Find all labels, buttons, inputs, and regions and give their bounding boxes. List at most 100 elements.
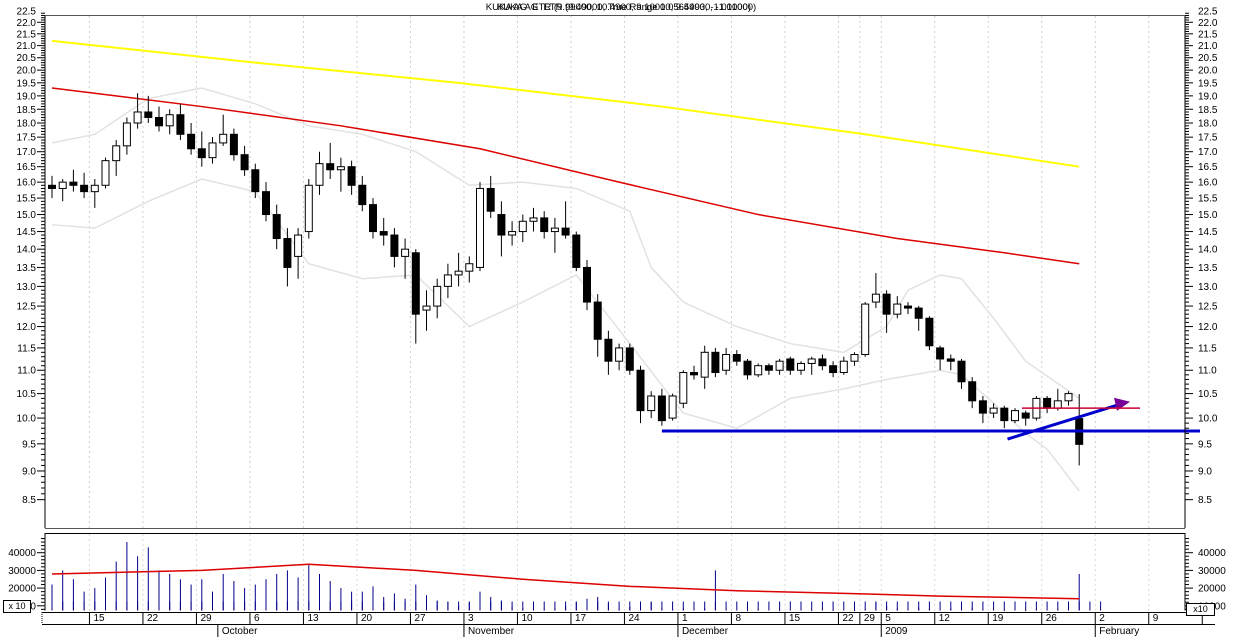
svg-text:10.0: 10.0 (1198, 414, 1218, 425)
svg-text:9.5: 9.5 (22, 439, 36, 450)
svg-text:February: February (1099, 626, 1139, 637)
svg-text:19.5: 19.5 (1198, 78, 1218, 89)
svg-text:21.0: 21.0 (1198, 41, 1218, 52)
svg-text:18.5: 18.5 (1198, 105, 1218, 116)
svg-text:October: October (222, 626, 258, 637)
svg-text:24: 24 (628, 613, 640, 624)
svg-text:12.0: 12.0 (17, 322, 37, 333)
svg-text:18.0: 18.0 (17, 119, 37, 130)
svg-text:15: 15 (93, 613, 105, 624)
svg-text:9.0: 9.0 (22, 466, 36, 477)
svg-text:18.5: 18.5 (17, 105, 37, 116)
svg-text:10.0: 10.0 (17, 414, 37, 425)
red-ma-line (51, 87, 1080, 265)
svg-text:17.0: 17.0 (17, 147, 37, 158)
svg-text:15.5: 15.5 (1198, 194, 1218, 205)
svg-text:20000: 20000 (8, 584, 36, 595)
svg-text:2: 2 (1099, 613, 1105, 624)
svg-text:13.0: 13.0 (17, 282, 37, 293)
svg-text:21.0: 21.0 (17, 41, 37, 52)
svg-text:20: 20 (361, 613, 373, 624)
svg-text:29: 29 (864, 613, 876, 624)
daily-date-ticks (51, 601, 1102, 611)
svg-text:19.5: 19.5 (17, 78, 37, 89)
svg-text:18.0: 18.0 (1198, 119, 1218, 130)
svg-text:40000: 40000 (8, 548, 36, 559)
svg-text:22.5: 22.5 (17, 7, 37, 18)
chart-title-line1: KUKA AG ETR (9.99000, 10.4900, 9.10000, … (485, 2, 757, 13)
svg-text:16.0: 16.0 (1198, 178, 1218, 189)
svg-text:12: 12 (939, 613, 951, 624)
svg-text:10.5: 10.5 (1198, 389, 1218, 400)
chart-title-line2: KUKA AG ETR (9.49000, True Range 1.05654… (496, 2, 752, 13)
svg-text:30000: 30000 (8, 566, 36, 577)
svg-text:22.5: 22.5 (1198, 7, 1218, 18)
svg-text:15.0: 15.0 (1198, 210, 1218, 221)
volume-bars (51, 542, 1080, 612)
svg-text:14.0: 14.0 (17, 245, 37, 256)
svg-text:2009: 2009 (885, 626, 908, 637)
svg-text:December: December (682, 626, 729, 637)
week-label-row: 15 22 29 6 13 20 27 3 10 17 24 1 8 15 22 29 5 12 19 26 2 9 (41, 612, 1203, 624)
svg-text:9.5: 9.5 (1198, 439, 1212, 450)
bollinger-upper-band (51, 87, 1080, 400)
svg-text:10: 10 (521, 613, 533, 624)
volume-multiplier-left: x 10 (3, 600, 31, 613)
svg-text:19: 19 (992, 613, 1004, 624)
candlesticks (48, 93, 1084, 466)
svg-text:8.5: 8.5 (1198, 495, 1212, 506)
svg-text:20.5: 20.5 (17, 53, 37, 64)
svg-text:16.0: 16.0 (17, 178, 37, 189)
svg-text:15.5: 15.5 (17, 194, 37, 205)
svg-text:9: 9 (1153, 613, 1159, 624)
yellow-ma-line (51, 39, 1080, 168)
svg-text:40000: 40000 (1198, 548, 1226, 559)
month-label-row: October November December 2009 February (217, 624, 1139, 637)
svg-text:12.0: 12.0 (1198, 322, 1218, 333)
svg-text:11.0: 11.0 (17, 366, 36, 377)
volume-ma-line (51, 563, 1080, 600)
svg-text:20000: 20000 (1198, 584, 1226, 595)
svg-text:20.0: 20.0 (1198, 66, 1218, 77)
svg-text:13.0: 13.0 (1198, 282, 1218, 293)
weekly-gridlines (88, 16, 1150, 611)
svg-text:3: 3 (468, 613, 474, 624)
svg-text:22: 22 (842, 613, 854, 624)
svg-text:13.5: 13.5 (1198, 263, 1218, 274)
svg-text:5: 5 (885, 613, 891, 624)
svg-text:22.0: 22.0 (17, 18, 37, 29)
price-axis: 22.5 22.522.0 22.021.5 21.521.0 21.020.5 20.5… (17, 7, 1218, 507)
svg-text:10.5: 10.5 (17, 389, 37, 400)
svg-text:11.5: 11.5 (17, 343, 36, 354)
svg-text:21.5: 21.5 (17, 29, 37, 40)
svg-text:12.5: 12.5 (17, 302, 37, 313)
svg-text:20.5: 20.5 (1198, 53, 1218, 64)
svg-text:30000: 30000 (1198, 566, 1226, 577)
svg-text:29: 29 (200, 613, 212, 624)
svg-text:6: 6 (254, 613, 260, 624)
svg-text:14.5: 14.5 (17, 227, 37, 238)
svg-text:11.5: 11.5 (1198, 343, 1217, 354)
svg-text:15: 15 (789, 613, 801, 624)
svg-text:16.5: 16.5 (1198, 162, 1218, 173)
svg-text:12.5: 12.5 (1198, 302, 1218, 313)
svg-text:17.5: 17.5 (17, 133, 37, 144)
svg-text:November: November (468, 626, 515, 637)
svg-text:17.5: 17.5 (1198, 133, 1218, 144)
svg-text:26: 26 (1046, 613, 1058, 624)
svg-text:27: 27 (414, 613, 426, 624)
svg-text:14.5: 14.5 (1198, 227, 1218, 238)
svg-text:20.0: 20.0 (17, 66, 37, 77)
svg-text:15.0: 15.0 (17, 210, 37, 221)
svg-text:13: 13 (307, 613, 319, 624)
svg-text:19.0: 19.0 (1198, 91, 1218, 102)
svg-text:22: 22 (147, 613, 159, 624)
svg-text:21.5: 21.5 (1198, 29, 1218, 40)
volume-multiplier-right: x10 (1186, 603, 1215, 616)
svg-text:17.0: 17.0 (1198, 147, 1218, 158)
svg-text:22.0: 22.0 (1198, 18, 1218, 29)
svg-text:8.5: 8.5 (22, 495, 36, 506)
svg-text:14.0: 14.0 (1198, 245, 1218, 256)
